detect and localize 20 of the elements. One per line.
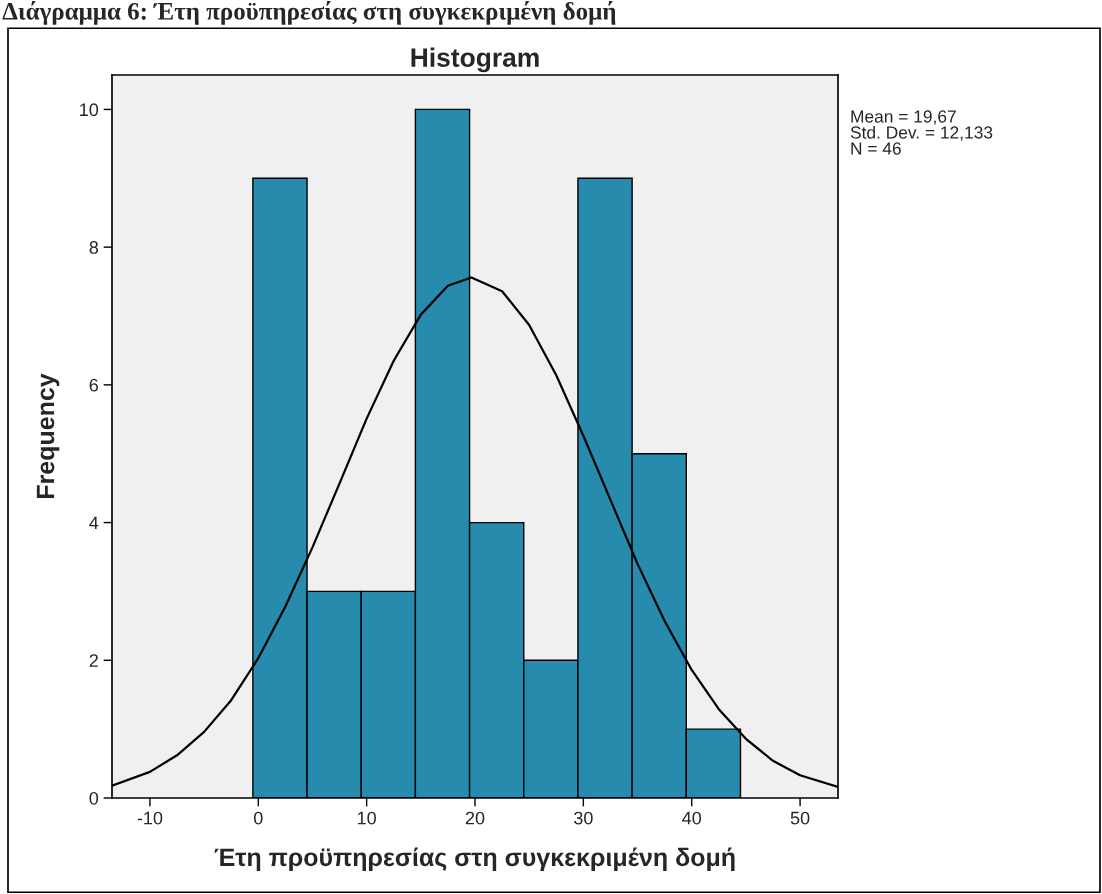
x-tick-label: -10: [137, 811, 163, 825]
text: Mean = 19,67: [851, 110, 956, 125]
text: Διάγραμμα 6: Έτη προϋπηρεσίας στη συγκεκριμένη δομή: [2, 0, 616, 25]
y-tick-label: 2: [89, 654, 98, 667]
y-tick-label: 0: [89, 791, 99, 805]
x-tick-label: 50: [790, 811, 810, 825]
x-tick-label: 20: [465, 811, 485, 825]
x-tick-label: 40: [682, 811, 702, 825]
text: Std. Dev. = 12,133: [850, 125, 993, 141]
y-axis-title: Frequency: [36, 373, 60, 499]
x-axis-title: Έτη προϋπηρεσίας στη συγκεκριμένη δομή: [214, 847, 735, 872]
y-tick-label: 8: [89, 241, 99, 254]
chart-title: Histogram: [411, 47, 539, 73]
y-tick-label: 4: [89, 516, 99, 530]
x-tick-label: 10: [357, 811, 376, 825]
x-tick-label: 0: [253, 811, 263, 825]
text: N = 46: [851, 142, 901, 155]
y-tick-label: 6: [89, 378, 99, 392]
y-tick-label: 10: [80, 103, 99, 117]
x-tick-label: 30: [574, 811, 593, 825]
